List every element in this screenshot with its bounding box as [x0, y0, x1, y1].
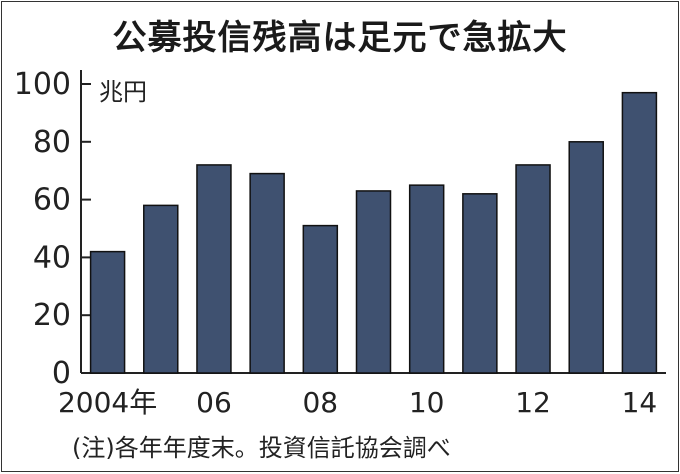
bar-2008: [302, 224, 339, 374]
bar-2007: [249, 172, 285, 374]
unit-label: 兆円: [99, 78, 147, 106]
y-tick-label: 100: [14, 67, 71, 102]
y-tick-label: 80: [33, 125, 71, 160]
x-tick-label: 10: [409, 386, 445, 419]
x-tick-label: 08: [302, 386, 338, 419]
bar-2012: [515, 164, 551, 374]
y-tick-label: 0: [52, 356, 71, 391]
bar-2004: [89, 250, 126, 374]
source-note: (注)各年年度末。投資信託協会調べ: [72, 434, 451, 462]
x-tick-label: 2004年: [58, 386, 157, 419]
y-tick-label: 20: [33, 298, 71, 333]
x-tick-label: 06: [196, 386, 232, 419]
bar-2006: [196, 164, 232, 374]
x-tick-label: 14: [622, 386, 658, 419]
bar-2013: [568, 141, 604, 374]
bar-2010: [408, 184, 445, 374]
y-tick-label: 40: [33, 240, 71, 275]
bar-2014: [621, 91, 658, 374]
bar-2009: [355, 190, 392, 374]
x-tick-label: 12: [515, 386, 551, 419]
bar-2011: [462, 193, 498, 374]
chart-title: 公募投信残高は足元で急拡大: [112, 18, 568, 58]
bar-2005: [143, 204, 179, 374]
y-tick-label: 60: [33, 183, 71, 218]
